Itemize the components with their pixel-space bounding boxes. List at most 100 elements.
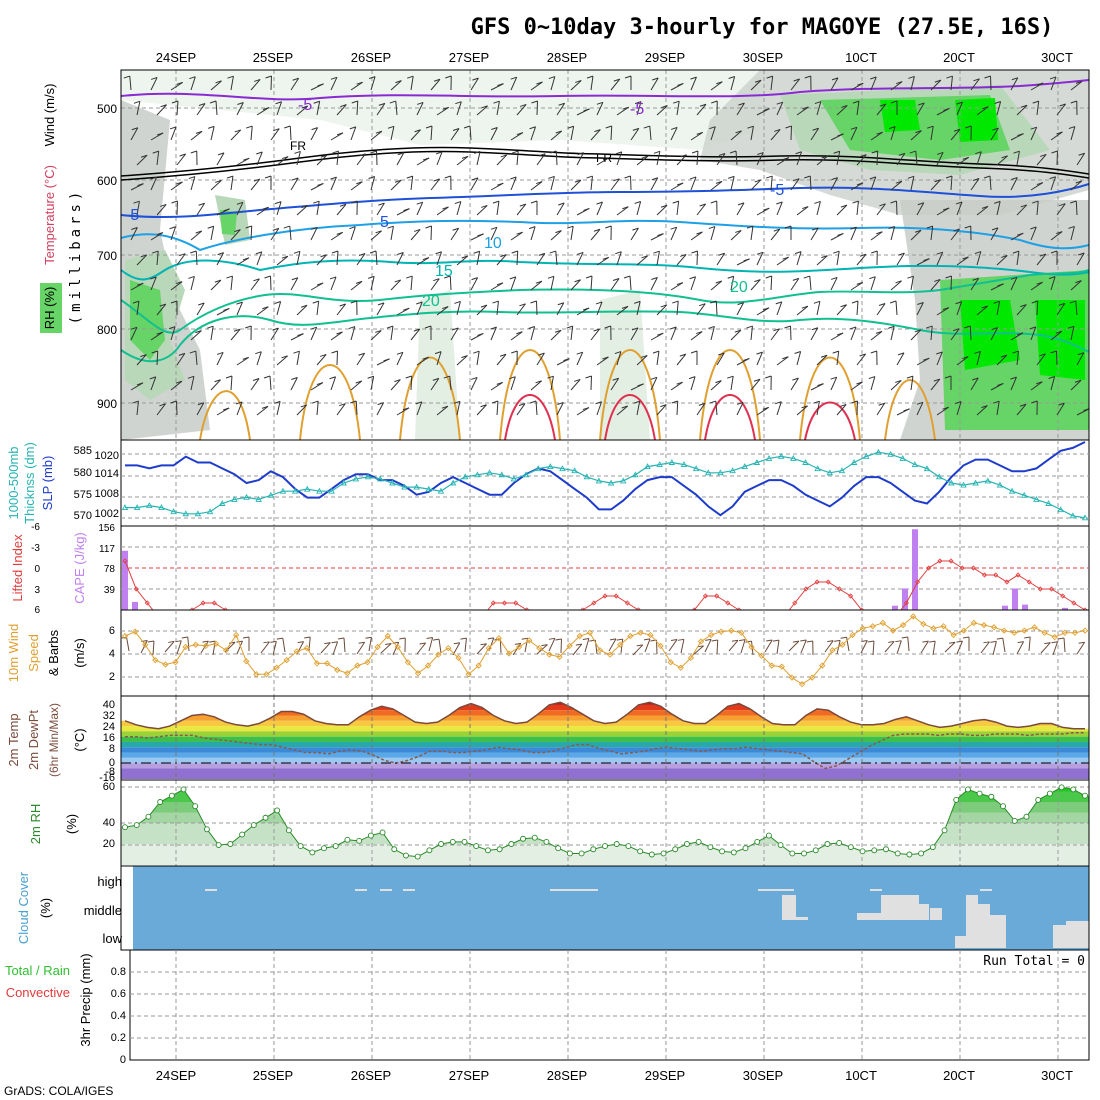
upper-wind-barb — [718, 252, 725, 256]
lifted-index-marker — [959, 565, 965, 571]
slp-tick: 1014 — [95, 468, 119, 480]
rh2m-marker — [590, 846, 597, 853]
upper-wind-barb — [190, 130, 203, 141]
upper-wind-barb — [547, 275, 555, 279]
upper-wind-barb — [510, 331, 523, 341]
upper-wind-barb — [871, 250, 878, 254]
upper-wind-barb — [339, 303, 346, 307]
upper-wind-barb — [1036, 281, 1043, 285]
upper-wind-barb — [370, 330, 382, 341]
upper-wind-barb — [383, 358, 390, 362]
upper-wind-barb — [776, 356, 789, 366]
cloud-panel: high middle low Cloud Cover (%) — [16, 865, 1090, 951]
upper-wind-barb — [622, 206, 629, 210]
upper-wind-barb — [370, 150, 377, 154]
upper-wind-barb — [416, 201, 423, 205]
upper-wind-barb — [670, 282, 684, 291]
upper-wind-barb — [516, 151, 519, 166]
upper-wind-barb — [496, 154, 508, 166]
cloud-block — [966, 895, 978, 948]
wind10m-marker — [121, 632, 129, 640]
upper-wind-barb — [796, 151, 803, 166]
upper-wind-barb — [369, 250, 377, 254]
upper-wind-barb — [176, 281, 183, 285]
thickness-marker — [1045, 500, 1052, 506]
wind-barb — [476, 643, 487, 655]
upper-wind-barb — [356, 100, 359, 116]
upper-wind-barb — [651, 277, 658, 281]
cape-bar — [1012, 588, 1018, 610]
rh2m-marker — [742, 845, 749, 852]
upper-wind-barb — [996, 354, 1008, 366]
upper-wind-barb — [750, 326, 753, 341]
upper-wind-barb — [156, 132, 164, 136]
rh2m-marker — [274, 807, 281, 814]
upper-wind-barb — [652, 77, 659, 81]
upper-wind-barb — [876, 131, 883, 135]
thickness-marker — [510, 475, 518, 482]
upper-wind-barb — [916, 302, 924, 316]
rh2m-marker — [695, 838, 702, 845]
lifted-index-marker — [825, 579, 831, 585]
upper-wind-barb — [1083, 408, 1090, 412]
upper-wind-barb — [136, 101, 141, 116]
contour-label: 20 — [422, 293, 440, 310]
temp-tick: 0 — [109, 757, 115, 769]
upper-wind-barb — [950, 76, 953, 91]
wind-barb — [956, 640, 963, 655]
upper-wind-barb — [688, 376, 696, 380]
upper-wind-barb — [570, 126, 575, 141]
upper-wind-barb — [869, 276, 876, 280]
upper-wind-barb — [129, 76, 132, 91]
thickness-marker — [777, 452, 785, 459]
upper-wind-barb — [756, 252, 764, 266]
upper-wind-barb — [936, 351, 943, 366]
upper-wind-barb — [293, 350, 300, 354]
wind-barb — [209, 640, 216, 643]
upper-wind-barb — [416, 301, 423, 316]
upper-wind-barb — [660, 204, 668, 208]
thickness-marker — [863, 452, 870, 459]
wind-barb — [608, 638, 617, 652]
upper-wind-barb — [1070, 100, 1077, 104]
upper-wind-barb — [616, 206, 629, 216]
upper-wind-barb — [840, 304, 847, 308]
upper-wind-barb — [1070, 80, 1083, 91]
upper-wind-barb — [481, 204, 488, 208]
upper-wind-barb — [416, 102, 424, 116]
upper-wind-barb — [850, 226, 857, 230]
lifted-index-marker — [836, 586, 842, 592]
upper-wind-barb — [1036, 182, 1044, 186]
upper-wind-barb — [179, 253, 186, 257]
upper-wind-barb — [414, 228, 421, 232]
upper-wind-barb — [756, 251, 764, 255]
thickness-marker — [279, 487, 287, 494]
upper-wind-barb — [490, 227, 498, 241]
upper-wind-barb — [294, 150, 301, 154]
upper-wind-barb — [456, 401, 461, 416]
upper-wind-barb — [1012, 350, 1019, 354]
wind-barb — [176, 640, 182, 655]
y-tick-700: 700 — [97, 249, 117, 263]
lifted-index-marker — [1026, 579, 1032, 585]
upper-wind-barb — [785, 125, 792, 129]
wind10m-marker — [980, 621, 988, 629]
wind10m-marker — [364, 659, 371, 666]
upper-wind-barb — [236, 102, 244, 116]
precip-tick: 0.6 — [111, 988, 126, 1000]
upper-wind-barb — [445, 75, 452, 79]
cloud-level-low: low — [102, 931, 122, 946]
upper-wind-barb — [450, 327, 459, 341]
li-tick: 3 — [34, 585, 40, 596]
upper-wind-barb — [730, 230, 742, 241]
upper-wind-barb — [313, 100, 320, 104]
upper-wind-barb — [970, 277, 980, 291]
upper-wind-barb — [330, 331, 343, 341]
upper-wind-barb — [870, 376, 876, 391]
wind-barb — [944, 641, 956, 653]
upper-wind-barb — [230, 76, 234, 91]
precip-tick: 0.8 — [111, 966, 126, 978]
upper-wind-barb — [616, 251, 622, 266]
wind10m-marker — [606, 651, 614, 658]
wind10m-marker — [505, 650, 513, 657]
